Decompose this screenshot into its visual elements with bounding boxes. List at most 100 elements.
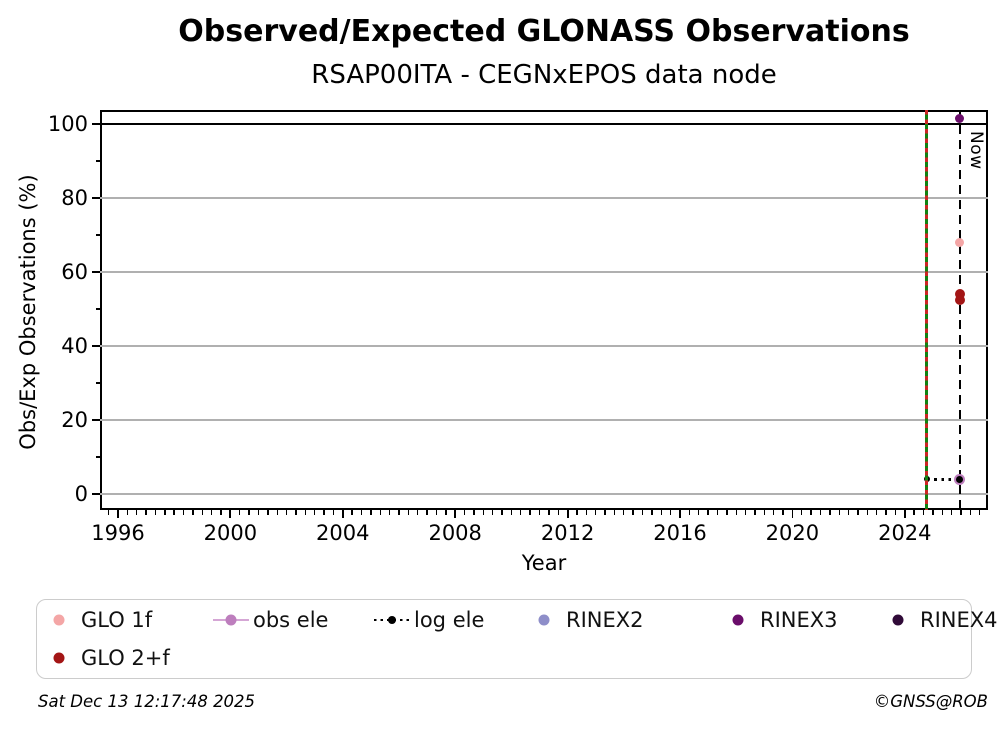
x-axis-label: Year — [521, 551, 567, 575]
x-minor-tick — [847, 510, 850, 515]
x-minor-tick — [557, 510, 559, 515]
legend-label: GLO 1f — [81, 608, 153, 632]
legend-label: RINEX2 — [566, 608, 644, 632]
y-major-tick — [92, 197, 100, 199]
x-minor-tick — [707, 510, 709, 515]
legend-marker-line-dot-icon — [213, 607, 249, 633]
x-minor-tick — [613, 510, 616, 515]
x-major-tick — [454, 510, 457, 518]
y-minor-tick — [95, 382, 100, 384]
x-minor-tick — [735, 510, 737, 515]
legend-marker-dotted-line-dot-icon — [374, 607, 410, 633]
x-minor-tick — [248, 510, 250, 515]
legend-marker-dot-icon — [720, 607, 756, 633]
legend-dot — [732, 614, 744, 626]
x-minor-tick — [145, 510, 147, 515]
x-minor-tick — [632, 510, 634, 515]
x-tick-label: 2004 — [316, 521, 370, 545]
data-point-glo-2-f — [954, 289, 965, 300]
x-minor-tick — [763, 510, 765, 515]
y-major-tick — [92, 123, 100, 125]
legend-dot — [538, 614, 550, 626]
x-minor-tick — [838, 510, 840, 515]
x-minor-tick — [332, 510, 335, 515]
y-major-tick — [92, 345, 100, 347]
y-minor-tick — [95, 456, 100, 458]
x-minor-tick — [107, 510, 110, 515]
y-gridline — [100, 493, 988, 495]
legend-dot — [892, 614, 904, 626]
x-minor-tick — [922, 510, 925, 515]
x-minor-tick — [295, 510, 297, 515]
x-major-tick — [229, 510, 232, 518]
y-major-tick — [92, 493, 100, 495]
x-minor-tick — [744, 510, 747, 515]
legend-dot — [53, 652, 65, 664]
now-line — [958, 110, 961, 510]
y-gridline — [100, 345, 988, 347]
x-minor-tick — [885, 510, 887, 515]
x-minor-tick — [304, 510, 307, 515]
y-tick-label: 80 — [61, 186, 88, 211]
chart-subtitle: RSAP00ITA - CEGNxEPOS data node — [311, 60, 777, 90]
now-line-label: Now — [966, 131, 986, 170]
x-tick-label: 2000 — [203, 521, 258, 545]
x-minor-tick — [969, 510, 972, 515]
legend-label: log ele — [414, 608, 485, 632]
y-tick-label: 100 — [47, 112, 88, 137]
legend-item: RINEX3 — [720, 607, 838, 633]
x-minor-tick — [285, 510, 288, 515]
y-tick-label: 0 — [74, 482, 88, 507]
x-minor-tick — [379, 510, 381, 515]
x-minor-tick — [810, 510, 812, 515]
x-minor-tick — [819, 510, 822, 515]
x-minor-tick — [651, 510, 653, 515]
y-minor-tick — [95, 234, 100, 236]
x-minor-tick — [520, 510, 522, 515]
y-major-tick — [92, 419, 100, 421]
x-minor-tick — [716, 510, 719, 515]
x-minor-tick — [220, 510, 222, 515]
hundred-percent-line — [100, 123, 988, 126]
x-minor-tick — [201, 510, 203, 515]
x-minor-tick — [164, 510, 166, 515]
legend-dot — [225, 614, 237, 626]
x-major-tick — [566, 510, 569, 518]
x-minor-tick — [267, 510, 269, 515]
x-minor-tick — [604, 510, 606, 515]
x-minor-tick — [417, 510, 419, 515]
x-minor-tick — [510, 510, 513, 515]
x-tick-label: 2012 — [540, 521, 595, 545]
x-minor-tick — [360, 510, 363, 515]
legend-item: GLO 1f — [41, 607, 152, 633]
x-minor-tick — [407, 510, 410, 515]
legend-dot — [53, 614, 65, 626]
x-minor-tick — [660, 510, 662, 515]
event-line-dashes — [925, 110, 928, 510]
x-minor-tick — [313, 510, 316, 515]
y-tick-label: 20 — [61, 408, 88, 433]
x-minor-tick — [501, 510, 503, 515]
x-minor-tick — [182, 510, 185, 515]
x-minor-tick — [435, 510, 438, 515]
x-minor-tick — [126, 510, 129, 515]
x-minor-tick — [154, 510, 157, 515]
data-point-rinex3 — [955, 114, 965, 123]
legend-item: log ele — [374, 607, 484, 633]
x-minor-tick — [576, 510, 578, 515]
legend-item: RINEX2 — [526, 607, 644, 633]
x-minor-tick — [173, 510, 175, 515]
x-tick-label: 2020 — [765, 521, 820, 545]
legend-item: RINEX4 — [880, 607, 998, 633]
x-minor-tick — [388, 510, 391, 515]
credit: ©GNSS@ROB — [873, 692, 988, 711]
y-tick-label: 40 — [61, 334, 88, 359]
x-minor-tick — [426, 510, 428, 515]
legend: GLO 1f GLO 2+f obs ele log ele RINEX2 RINEX3 R… — [36, 599, 998, 679]
y-gridline — [100, 271, 988, 273]
legend-marker-dot-icon — [880, 607, 916, 633]
x-major-tick — [117, 510, 119, 518]
x-major-tick — [903, 510, 906, 518]
x-minor-tick — [669, 510, 672, 515]
